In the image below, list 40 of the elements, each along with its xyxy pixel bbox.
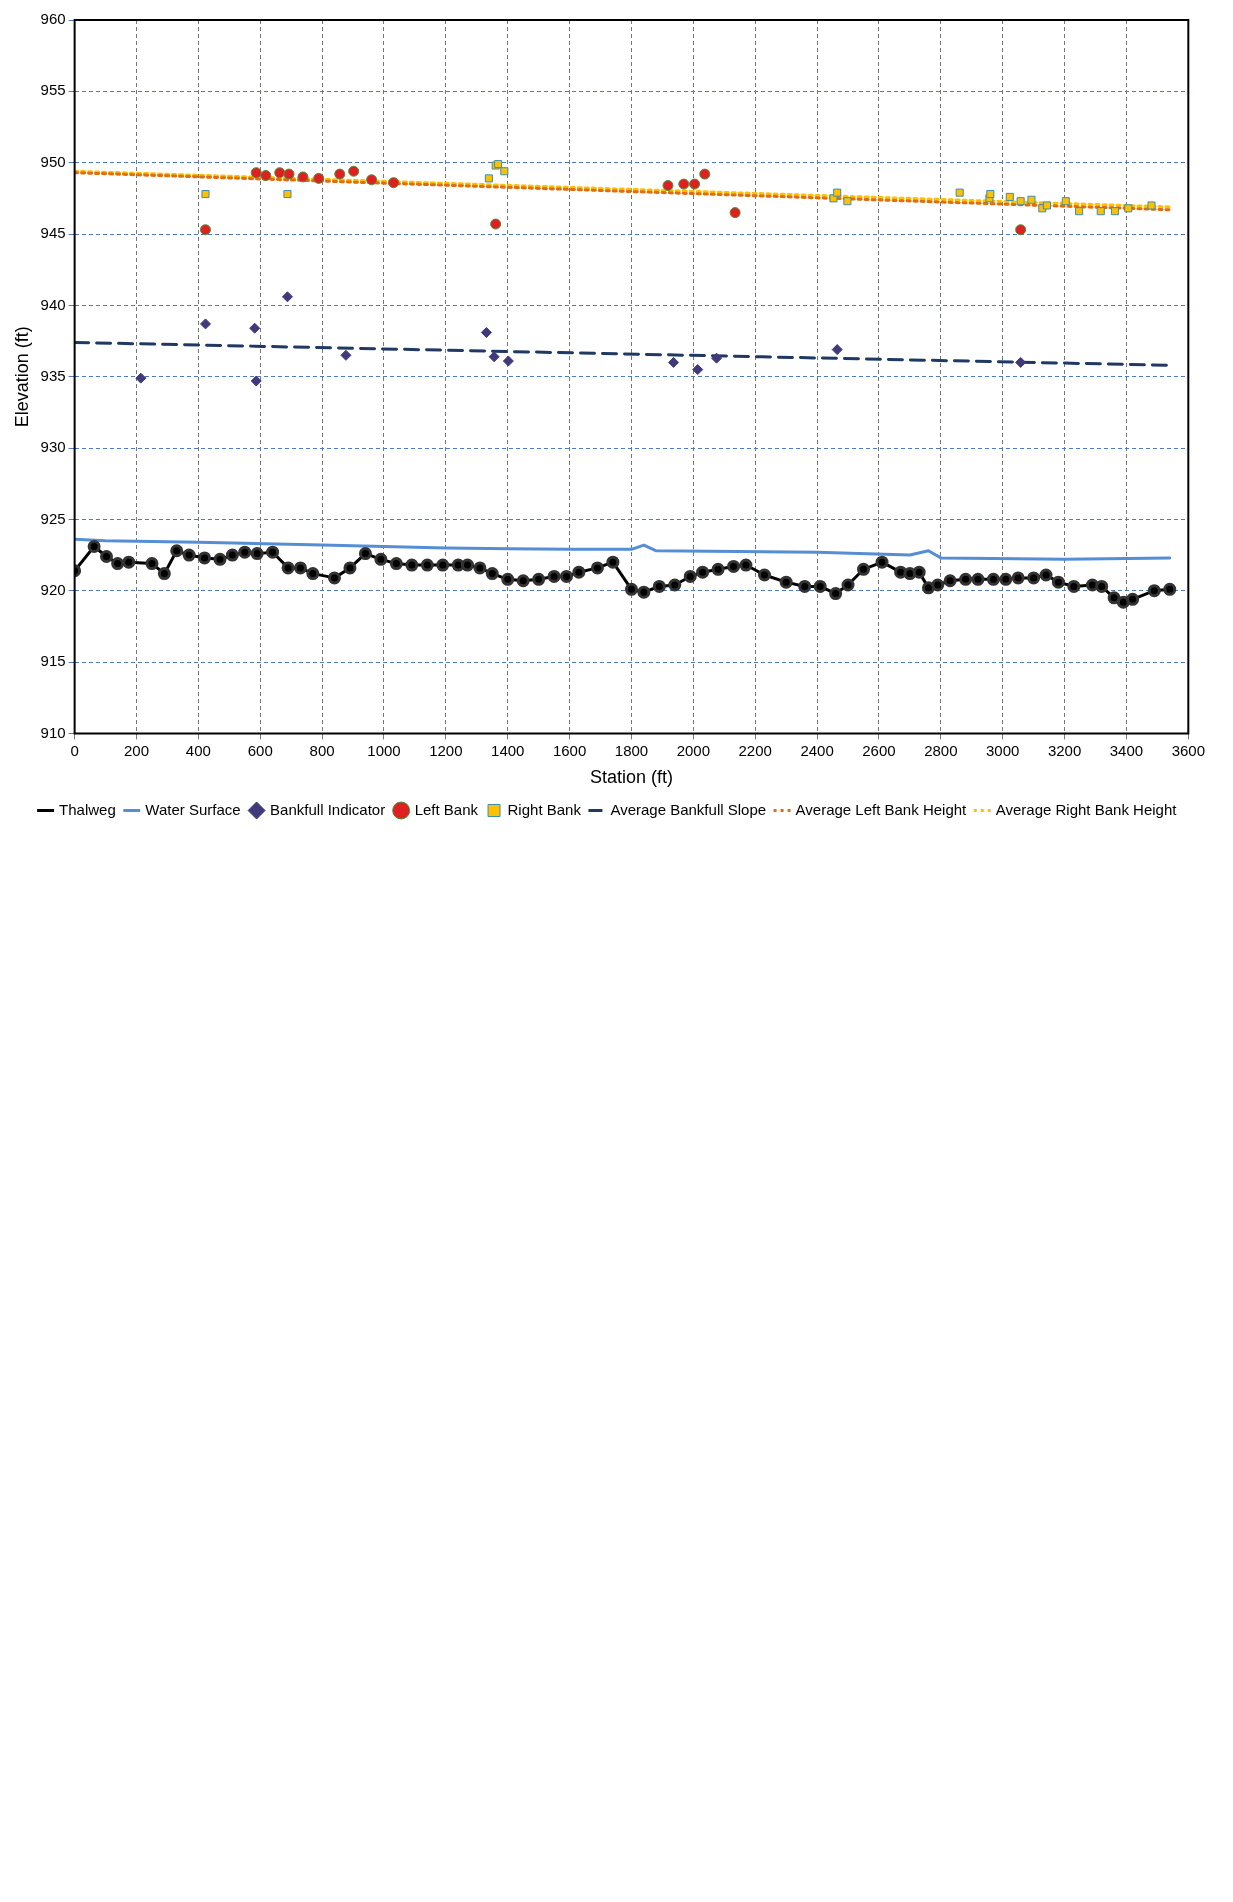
y-axis-title: Elevation (ft) [11, 326, 32, 428]
legend-label: Water Surface [145, 800, 241, 818]
x-tick-label: 1200 [429, 741, 463, 759]
x-tick-label: 1000 [367, 741, 401, 759]
legend-label: Average Right Bank Height [995, 800, 1178, 818]
x-tick-label: 2400 [800, 741, 834, 759]
x-tick-label: 600 [247, 741, 273, 759]
y-tick-label: 925 [40, 509, 66, 527]
y-tick-label: 935 [40, 366, 66, 384]
y-tick-label: 910 [40, 723, 66, 741]
x-tick-label: 3400 [1109, 741, 1144, 759]
legend-label: Average Bankfull Slope [610, 800, 767, 818]
y-tick-label: 955 [40, 81, 66, 99]
y-tick-label: 960 [40, 10, 66, 28]
x-tick-label: 400 [185, 741, 211, 759]
x-tick-label: 2800 [924, 741, 958, 759]
y-tick-label: 930 [40, 438, 66, 456]
x-tick-label: 2000 [676, 741, 711, 759]
legend-label: Bankfull Indicator [270, 800, 386, 818]
x-tick-label: 0 [70, 741, 79, 759]
x-tick-label: 2200 [738, 741, 772, 759]
x-tick-label: 3600 [1171, 741, 1205, 759]
x-tick-label: 1600 [552, 741, 587, 759]
y-tick-label: 940 [40, 295, 66, 313]
x-axis-title: Station (ft) [589, 767, 673, 788]
legend-label: Average Left Bank Height [795, 800, 968, 818]
x-tick-label: 1800 [614, 741, 649, 759]
x-tick-label: 2600 [862, 741, 896, 759]
y-tick-label: 915 [40, 652, 66, 670]
x-tick-label: 200 [123, 741, 150, 759]
x-tick-label: 3200 [1047, 741, 1082, 759]
x-tick-label: 800 [309, 741, 335, 759]
legend-label: Right Bank [507, 800, 582, 818]
legend-label: Left Bank [414, 800, 479, 818]
x-tick-label: 3000 [986, 741, 1020, 759]
legend-label: Thalweg [59, 800, 116, 818]
y-tick-label: 950 [40, 152, 66, 170]
y-tick-label: 945 [40, 224, 66, 242]
y-tick-label: 920 [40, 580, 66, 598]
x-tick-label: 1400 [491, 741, 525, 759]
